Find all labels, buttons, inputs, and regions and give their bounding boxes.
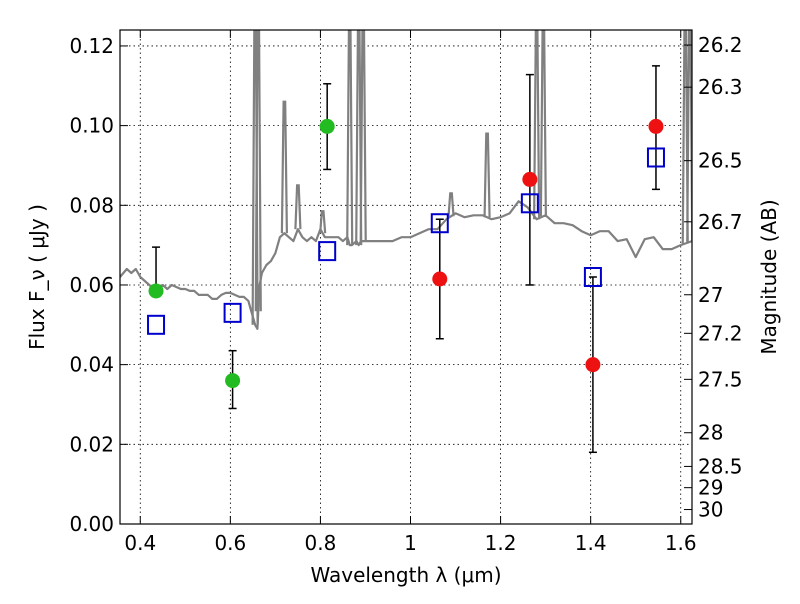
emission-line <box>447 192 455 217</box>
grid-lines <box>120 30 692 525</box>
y-axis-title: Flux F_ν ( μJy ) <box>25 204 49 350</box>
emission-line <box>483 132 491 218</box>
x-tick-label: 1.2 <box>485 531 517 555</box>
emission-line <box>346 30 354 246</box>
y-tick-label: 0.06 <box>69 273 114 297</box>
emission-line <box>294 184 302 230</box>
y2-tick-label: 27 <box>698 283 723 307</box>
data-point-circle <box>225 373 241 389</box>
x-axis-title: Wavelength λ (μm) <box>310 563 501 587</box>
emission-line <box>280 100 288 234</box>
data-point-circle <box>522 171 538 187</box>
y2-tick-label: 26.3 <box>698 75 743 99</box>
data-points-layer <box>147 65 665 454</box>
emission-line <box>359 30 367 242</box>
model-point-square <box>318 241 337 262</box>
y2-tick-label: 27.2 <box>698 321 743 345</box>
axes-layer: 0.4 0.6 0.8 1 1.2 1.4 1.6 0.00 0.02 0.04 0.06 0.08 0… <box>69 30 743 555</box>
y2-tick-label: 26.7 <box>698 210 743 234</box>
emission-line <box>681 30 689 244</box>
x-tick-label: 1 <box>404 531 417 555</box>
x-tick-label: 1.6 <box>665 531 697 555</box>
x-tick-label: 0.4 <box>124 531 156 555</box>
y2-tick-label: 29 <box>698 476 723 500</box>
x-tick-label: 0.6 <box>214 531 246 555</box>
model-point-square <box>520 193 539 214</box>
y2-tick-label: 27.5 <box>698 367 743 391</box>
y2-tick-label: 30 <box>698 498 723 522</box>
y-tick-label: 0.08 <box>69 193 114 217</box>
y2-tick-label: 28.5 <box>698 454 743 478</box>
x-tick-label: 0.8 <box>305 531 337 555</box>
emission-line <box>355 30 363 246</box>
y2-axis-title: Magnitude (AB) <box>757 199 781 354</box>
y-tick-label: 0.02 <box>69 432 114 456</box>
emission-line <box>686 30 692 242</box>
data-point-circle <box>648 118 664 134</box>
y-tick-label: 0.00 <box>69 512 114 536</box>
data-point-circle <box>319 118 335 134</box>
model-point-square <box>430 213 449 234</box>
emission-line <box>539 30 547 217</box>
emission-line <box>319 210 327 234</box>
y2-tick-label: 28 <box>698 421 723 445</box>
model-point-square <box>223 302 242 323</box>
model-point-square <box>583 267 602 287</box>
spectrum-layer <box>120 30 692 330</box>
emission-line <box>533 30 541 220</box>
emission-line <box>254 30 262 312</box>
plot-frame <box>119 29 693 525</box>
model-point-square <box>147 314 166 335</box>
model-point-square <box>646 147 665 168</box>
y-tick-label: 0.04 <box>69 353 114 377</box>
x-tick-label: 1.4 <box>575 531 607 555</box>
data-point-circle <box>148 283 164 299</box>
y-tick-label: 0.12 <box>69 34 114 58</box>
data-point-circle <box>585 357 601 373</box>
y2-tick-label: 26.2 <box>698 33 743 57</box>
y2-tick-label: 26.5 <box>698 149 743 173</box>
spectrum-line <box>120 200 692 330</box>
data-point-circle <box>432 271 448 287</box>
y-tick-label: 0.10 <box>69 114 114 138</box>
